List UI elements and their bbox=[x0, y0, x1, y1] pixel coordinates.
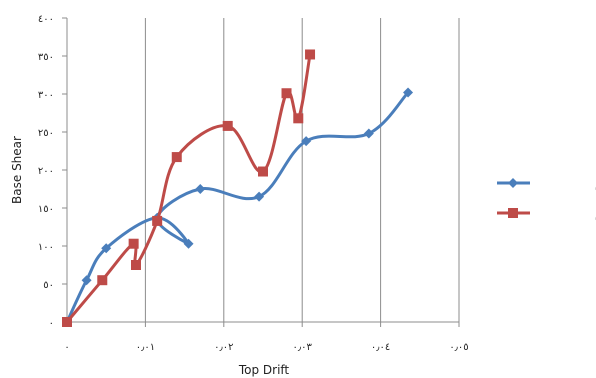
y-tick-label: ١٠٠ bbox=[38, 242, 54, 253]
data-point bbox=[254, 191, 265, 202]
data-point bbox=[130, 260, 141, 270]
x-tick-label: ٠٫٠١ bbox=[136, 342, 155, 353]
y-axis-ticks: ٠ ٥٠ ١٠٠ ١٥٠ ٢٠٠ ٢٥٠ ٣٠٠ ٣٥٠ ٤٠٠ bbox=[38, 14, 67, 329]
y-tick-label: ٠ bbox=[49, 318, 54, 329]
data-point bbox=[258, 166, 268, 177]
y-tick-label: ٢٠٠ bbox=[38, 166, 54, 177]
x-tick-label: ٠٫٠٢ bbox=[214, 342, 233, 353]
data-point bbox=[81, 275, 92, 286]
data-point bbox=[293, 113, 304, 124]
legend: سازه منظم سازه نامنظم bbox=[497, 176, 596, 221]
data-point bbox=[403, 87, 414, 98]
data-point bbox=[97, 275, 108, 286]
y-tick-label: ٢٥٠ bbox=[38, 128, 54, 139]
x-tick-label: ٠٫٠٤ bbox=[371, 342, 390, 353]
series-line bbox=[65, 91, 410, 323]
y-tick-label: ٤٠٠ bbox=[38, 14, 54, 25]
y-tick-label: ٣٥٠ bbox=[38, 52, 54, 63]
grid bbox=[144, 18, 460, 322]
series-2 bbox=[62, 49, 316, 327]
series-1 bbox=[62, 87, 414, 327]
data-point bbox=[152, 215, 163, 226]
legend-marker bbox=[508, 178, 518, 188]
data-point bbox=[183, 238, 194, 249]
legend-item-2: سازه نامنظم bbox=[497, 206, 596, 221]
data-point bbox=[101, 243, 112, 254]
y-tick-label: ٥٠ bbox=[43, 280, 54, 291]
data-point bbox=[301, 136, 312, 147]
x-tick-label: ٠ bbox=[64, 342, 69, 353]
data-point bbox=[171, 152, 182, 163]
data-point bbox=[128, 238, 139, 249]
data-point bbox=[363, 128, 374, 139]
legend-marker bbox=[508, 208, 518, 218]
y-tick-label: ٣٠٠ bbox=[38, 90, 54, 101]
series-group bbox=[62, 49, 414, 327]
data-point bbox=[195, 184, 206, 194]
legend-item-1: سازه منظم bbox=[497, 176, 596, 191]
y-axis-title: Base Shear bbox=[10, 136, 24, 204]
x-tick-label: ٠٫٠٣ bbox=[293, 342, 313, 353]
x-tick-label: ٠٫٠٥ bbox=[449, 342, 468, 353]
data-point bbox=[222, 120, 233, 131]
x-axis-title: Top Drift bbox=[238, 363, 290, 377]
x-axis-ticks: ٠ ٠٫٠١ ٠٫٠٢ ٠٫٠٣ ٠٫٠٤ ٠٫٠٥ bbox=[64, 322, 469, 353]
data-point bbox=[281, 88, 292, 99]
y-tick-label: ١٥٠ bbox=[38, 204, 54, 215]
data-point bbox=[305, 49, 316, 60]
data-point bbox=[62, 317, 72, 327]
